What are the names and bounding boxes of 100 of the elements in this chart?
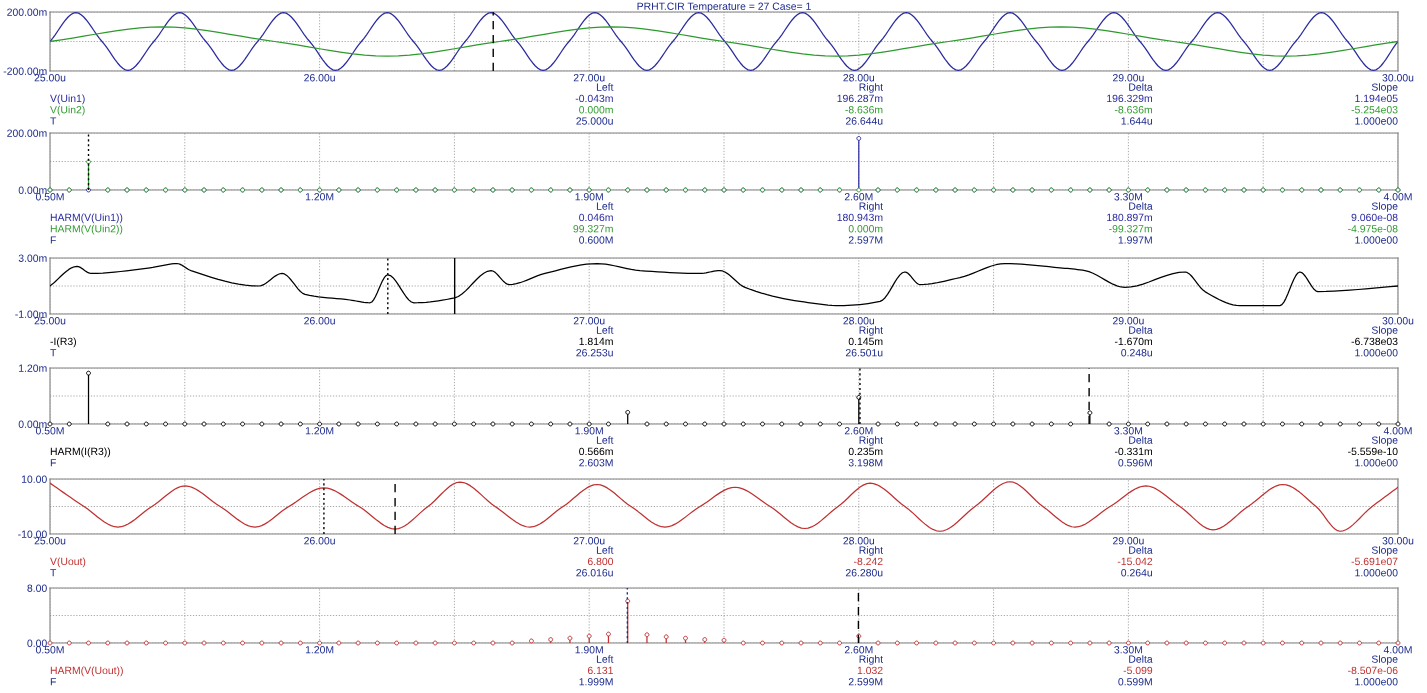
text: Right: [859, 655, 883, 665]
x-tick-label: 1.20M: [305, 646, 334, 654]
x-tick-label: 4.00M: [1383, 646, 1412, 654]
text: Left: [596, 546, 614, 554]
x-tick-label: 3.30M: [1114, 193, 1143, 201]
text: 1.000e00: [1355, 117, 1398, 125]
text: 26.501u: [845, 349, 883, 357]
y-tick-label: 0.00m: [18, 186, 47, 194]
x-tick-label: 30.00u: [1382, 74, 1414, 82]
text: 0.596M: [1118, 459, 1152, 467]
text: 0.600M: [579, 236, 613, 244]
text: 1.000e00: [1355, 569, 1398, 577]
x-tick-label: 1.90M: [575, 427, 603, 435]
text: HARM(V(Uin1)): [50, 213, 123, 224]
text: Delta: [1129, 202, 1153, 210]
x-tick-label: 0.50M: [35, 646, 64, 654]
text: 0.264u: [1121, 569, 1152, 577]
x-tick-label: 3.30M: [1114, 646, 1143, 654]
y-tick-label: 0.00m: [18, 420, 47, 428]
text: -15.042: [1117, 557, 1153, 566]
text: 1.000e00: [1355, 349, 1398, 357]
text: 0.145m: [848, 337, 883, 346]
x-tick-label: 1.90M: [575, 193, 603, 201]
text: Delta: [1129, 546, 1153, 554]
text: 0.599M: [1118, 678, 1152, 686]
x-tick-label: 29.00u: [1113, 74, 1144, 82]
y-tick-label: 3.00m: [18, 254, 47, 262]
text: Right: [859, 202, 883, 212]
text: -5.691e07: [1351, 557, 1398, 566]
text: -6.738e03: [1351, 337, 1398, 346]
text: Slope: [1371, 83, 1398, 93]
text: V(Uin2): [50, 105, 85, 116]
text: -99.327m: [1109, 225, 1152, 233]
x-tick-label: 1.20M: [305, 427, 334, 435]
text: Right: [859, 326, 883, 336]
text: V(Uout): [50, 557, 86, 568]
text: 26.016u: [576, 569, 613, 577]
y-tick-label: -10.00: [18, 530, 47, 538]
x-axis-title: F: [50, 236, 56, 244]
chart-title: PRHT.CIR Temperature = 27 Case= 1: [637, 2, 811, 12]
text: 26.644u: [845, 117, 883, 125]
text: 196.287m: [837, 94, 883, 103]
text: 0.566m: [579, 447, 613, 456]
text: Left: [596, 83, 614, 91]
text: 6.800: [587, 557, 614, 566]
text: -8.507e-06: [1348, 666, 1398, 675]
text: Left: [596, 436, 614, 444]
y-tick-label: 0.00: [27, 639, 47, 647]
text: 26.280u: [845, 569, 883, 577]
text: -I(R3): [50, 337, 76, 348]
x-tick-label: 26.00u: [304, 74, 335, 82]
y-tick-label: -200.00m: [3, 67, 47, 75]
text: 1.999M: [579, 678, 613, 686]
y-tick-label: 10.00: [21, 475, 47, 483]
text: 0.046m: [579, 213, 613, 222]
x-axis-title: T: [50, 349, 57, 357]
text: -5.254e03: [1351, 106, 1398, 114]
x-tick-label: 28.00u: [843, 537, 875, 545]
text: Slope: [1371, 655, 1398, 665]
text: Left: [596, 326, 614, 334]
x-tick-label: 28.00u: [843, 317, 875, 325]
text: 1.644u: [1121, 117, 1152, 125]
text: Slope: [1371, 546, 1398, 556]
text: -0.043m: [575, 94, 613, 103]
text: 9.060e-08: [1351, 213, 1398, 222]
x-tick-label: 28.00u: [843, 74, 875, 82]
x-tick-label: 30.00u: [1382, 317, 1414, 325]
text: Delta: [1129, 655, 1153, 663]
y-tick-label: 8.00: [27, 584, 47, 592]
x-tick-label: 25.00u: [34, 317, 66, 325]
text: V(Uin1): [50, 94, 85, 105]
x-tick-label: 1.20M: [305, 193, 334, 201]
text: 180.943m: [837, 213, 883, 222]
text: HARM(I(R3)): [50, 447, 111, 458]
x-tick-label: 26.00u: [304, 317, 335, 325]
x-tick-label: 4.00M: [1383, 427, 1412, 435]
text: 1.000e00: [1355, 678, 1398, 686]
text: 26.253u: [576, 349, 613, 357]
text: Left: [596, 655, 614, 663]
x-tick-label: 2.60M: [844, 193, 873, 201]
text: 1.997M: [1118, 236, 1152, 244]
text: Delta: [1129, 436, 1153, 444]
text: HARM(V(Uout)): [50, 666, 123, 677]
x-tick-label: 30.00u: [1382, 537, 1414, 545]
text: -8.636m: [845, 106, 883, 114]
y-tick-label: 1.20m: [19, 364, 47, 372]
x-tick-label: 2.60M: [844, 646, 873, 654]
x-tick-label: 0.50M: [35, 427, 64, 435]
text: -5.099: [1123, 666, 1153, 675]
text: 196.329m: [1107, 94, 1152, 103]
text: -0.331m: [1114, 447, 1152, 456]
text: Right: [859, 83, 883, 93]
text: Right: [859, 546, 883, 556]
text: 180.897m: [1107, 213, 1152, 222]
text: 0.248u: [1121, 349, 1152, 357]
text: Slope: [1371, 202, 1398, 212]
text: 0.000m: [848, 225, 883, 233]
text: Slope: [1371, 326, 1398, 336]
text: Delta: [1129, 326, 1153, 334]
x-axis-title: F: [50, 678, 56, 686]
